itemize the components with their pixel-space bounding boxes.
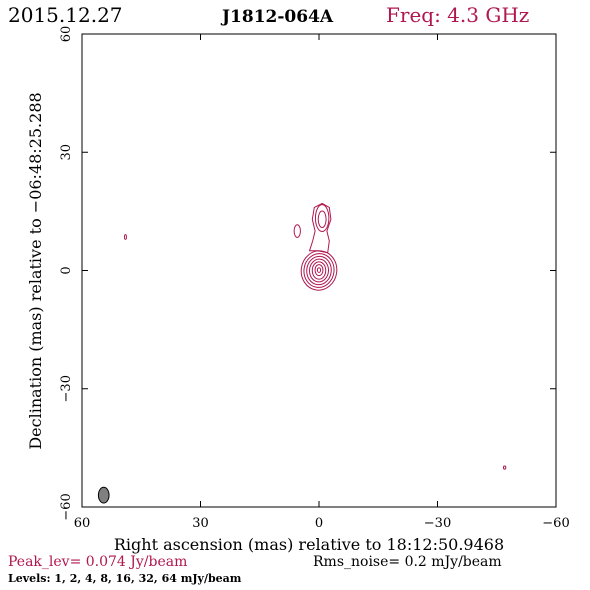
plot-frame bbox=[81, 33, 557, 508]
contour-line bbox=[300, 250, 338, 291]
x-tick-label: −30 bbox=[424, 516, 451, 531]
jet-contour bbox=[308, 202, 332, 254]
contour-line bbox=[303, 253, 335, 288]
y-axis-label: Declination (mas) relative to −06:48:25.… bbox=[26, 92, 45, 449]
peak-level: Peak_lev= 0.074 Jy/beam bbox=[8, 554, 187, 570]
y-tick-label: 60 bbox=[59, 26, 74, 43]
frequency-label: Freq: 4.3 GHz bbox=[386, 3, 529, 27]
y-tick-label: 30 bbox=[59, 144, 74, 161]
source-name: J1812-064A bbox=[220, 7, 334, 27]
contour-line bbox=[314, 204, 330, 232]
tick-labels: 60 30 0 −30 −60 −60 −30 0 30 60 bbox=[59, 26, 570, 531]
x-tick-label: −60 bbox=[542, 516, 569, 531]
y-tick-label: −30 bbox=[59, 375, 74, 402]
contour-line bbox=[317, 210, 327, 229]
x-tick-label: 60 bbox=[74, 516, 91, 531]
contour-line bbox=[311, 261, 327, 280]
y-tick-label: 0 bbox=[59, 266, 74, 274]
x-axis-label: Right ascension (mas) relative to 18:12:… bbox=[114, 535, 504, 554]
contour-line bbox=[123, 234, 127, 240]
contour-levels: Levels: 1, 2, 4, 8, 16, 32, 64 mJy/beam bbox=[8, 572, 242, 585]
axis-ticks bbox=[81, 33, 557, 508]
beam-ellipse bbox=[97, 486, 110, 504]
contour-line bbox=[316, 267, 322, 273]
rms-noise: Rms_noise= 0.2 mJy/beam bbox=[313, 554, 502, 570]
x-tick-label: 30 bbox=[192, 516, 209, 531]
contour-line bbox=[309, 258, 329, 283]
contour-line bbox=[314, 264, 324, 277]
observation-date: 2015.12.27 bbox=[8, 3, 123, 27]
contour-line bbox=[502, 465, 507, 470]
contour-lines bbox=[97, 202, 507, 504]
contour-line bbox=[293, 224, 301, 238]
contour-line bbox=[306, 255, 332, 286]
y-tick-label: −60 bbox=[59, 493, 74, 520]
x-tick-label: 0 bbox=[315, 516, 323, 531]
